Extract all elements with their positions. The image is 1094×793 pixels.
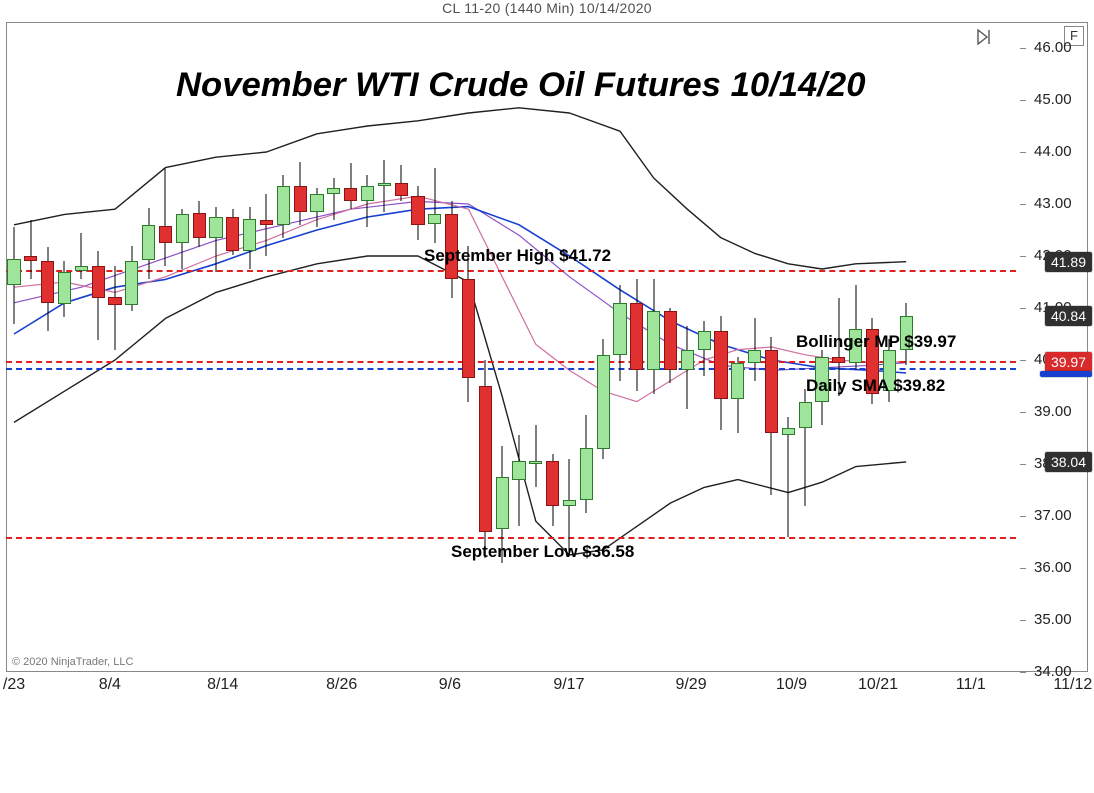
- y-tick: 36.00: [1024, 568, 1094, 569]
- price-marker: 39.97: [1045, 352, 1092, 372]
- price-marker: 41.89: [1045, 252, 1092, 272]
- candle[interactable]: [92, 22, 105, 672]
- price-marker: 40.84: [1045, 306, 1092, 326]
- price-marker: 38.04: [1045, 452, 1092, 472]
- candle[interactable]: [580, 22, 593, 672]
- chart-header: CL 11-20 (1440 Min) 10/14/2020: [0, 0, 1094, 22]
- candle[interactable]: [209, 22, 222, 672]
- x-tick: 9/6: [439, 676, 461, 694]
- september-high-label: September High $41.72: [424, 246, 611, 266]
- candle[interactable]: [41, 22, 54, 672]
- x-tick: 9/17: [553, 676, 584, 694]
- x-tick: 11/1: [956, 676, 986, 694]
- price-marker: [1040, 371, 1092, 377]
- candle[interactable]: [462, 22, 475, 672]
- candle[interactable]: [782, 22, 795, 672]
- candle[interactable]: [563, 22, 576, 672]
- candle[interactable]: [698, 22, 711, 672]
- september-low-label: September Low $36.58: [451, 542, 634, 562]
- candle[interactable]: [226, 22, 239, 672]
- candle[interactable]: [529, 22, 542, 672]
- candle[interactable]: [496, 22, 509, 672]
- candle[interactable]: [512, 22, 525, 672]
- candle[interactable]: [647, 22, 660, 672]
- candle[interactable]: [125, 22, 138, 672]
- x-tick: 8/14: [207, 676, 238, 694]
- candle[interactable]: [664, 22, 677, 672]
- candle[interactable]: [597, 22, 610, 672]
- y-tick: 35.00: [1024, 620, 1094, 621]
- x-tick: 8/26: [326, 676, 357, 694]
- candle[interactable]: [260, 22, 273, 672]
- x-tick: 9/29: [675, 676, 706, 694]
- candle[interactable]: [681, 22, 694, 672]
- candle[interactable]: [75, 22, 88, 672]
- plot-area[interactable]: November WTI Crude Oil Futures 10/14/20 S…: [6, 22, 1016, 672]
- candle[interactable]: [546, 22, 559, 672]
- candle[interactable]: [613, 22, 626, 672]
- daily-sma-label: Daily SMA $39.82: [806, 376, 945, 396]
- candle[interactable]: [445, 22, 458, 672]
- candle[interactable]: [7, 22, 20, 672]
- y-tick: 46.00: [1024, 48, 1094, 49]
- y-tick: 44.00: [1024, 152, 1094, 153]
- hline-september-high: [6, 270, 1016, 272]
- x-tick: 10/9: [776, 676, 807, 694]
- x-tick: 8/4: [99, 676, 121, 694]
- y-tick: 34.00: [1024, 672, 1094, 673]
- candle[interactable]: [277, 22, 290, 672]
- candle[interactable]: [714, 22, 727, 672]
- candle[interactable]: [193, 22, 206, 672]
- candle[interactable]: [765, 22, 778, 672]
- candle[interactable]: [378, 22, 391, 672]
- candle[interactable]: [630, 22, 643, 672]
- candle[interactable]: [344, 22, 357, 672]
- y-tick: 43.00: [1024, 204, 1094, 205]
- chart-title: November WTI Crude Oil Futures 10/14/20: [176, 66, 865, 105]
- viewport: CL 11-20 (1440 Min) 10/14/2020 F © 2020 …: [0, 0, 1094, 793]
- candle[interactable]: [176, 22, 189, 672]
- candle[interactable]: [294, 22, 307, 672]
- hline-bollinger-mp: [6, 361, 1016, 363]
- candle[interactable]: [142, 22, 155, 672]
- candle[interactable]: [58, 22, 71, 672]
- candle[interactable]: [24, 22, 37, 672]
- candle[interactable]: [428, 22, 441, 672]
- candle[interactable]: [479, 22, 492, 672]
- candle[interactable]: [159, 22, 172, 672]
- candle[interactable]: [327, 22, 340, 672]
- candle[interactable]: [361, 22, 374, 672]
- x-tick: /23: [3, 676, 25, 694]
- candle[interactable]: [243, 22, 256, 672]
- candle[interactable]: [310, 22, 323, 672]
- x-tick: 10/21: [858, 676, 898, 694]
- y-axis: 34.0035.0036.0037.0038.0039.0040.0041.00…: [1024, 22, 1094, 672]
- hline-daily-sma: [6, 368, 1016, 370]
- candle[interactable]: [108, 22, 121, 672]
- candle[interactable]: [731, 22, 744, 672]
- x-axis: /238/48/148/269/69/179/2910/910/2111/111…: [6, 676, 1088, 706]
- candle[interactable]: [395, 22, 408, 672]
- bollinger-mp-label: Bollinger MP $39.97: [796, 332, 956, 352]
- x-tick: 11/12: [1053, 676, 1092, 694]
- candle[interactable]: [748, 22, 761, 672]
- y-tick: 37.00: [1024, 516, 1094, 517]
- candle[interactable]: [411, 22, 424, 672]
- y-tick: 45.00: [1024, 100, 1094, 101]
- y-tick: 39.00: [1024, 412, 1094, 413]
- hline-september-low: [6, 537, 1016, 539]
